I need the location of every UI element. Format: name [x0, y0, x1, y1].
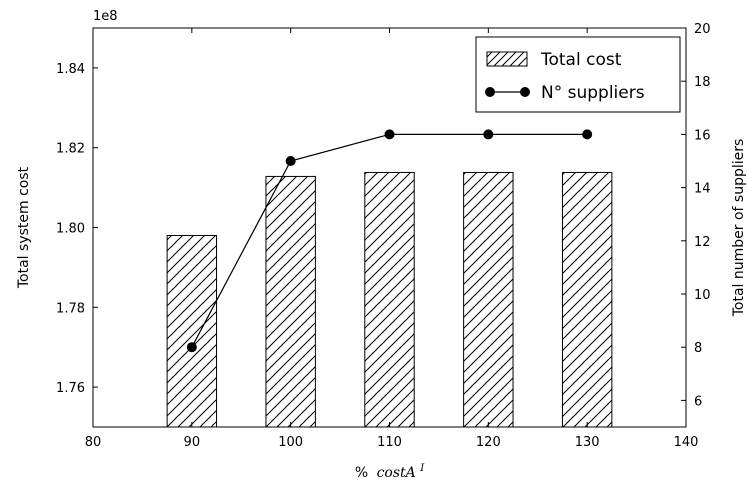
x-axis-title-sup: I	[419, 463, 425, 474]
legend-swatch-total-cost	[486, 51, 528, 67]
y2-tick-label: 18	[694, 75, 711, 90]
y-tick-label: 1.76	[56, 381, 85, 396]
x-axis-title: % costA I	[355, 463, 425, 481]
x-axis-ticks: 80 90 100 110 120 130 140	[85, 28, 699, 450]
bar-total-cost	[463, 171, 514, 428]
bar-total-cost	[166, 234, 218, 428]
x-tick-label: 100	[278, 435, 303, 450]
x-tick-label: 80	[85, 435, 102, 450]
bar-total-cost	[561, 171, 613, 428]
x-tick-label: 140	[674, 435, 699, 450]
legend-label-total-cost: Total cost	[540, 50, 622, 70]
y2-tick-label: 8	[694, 341, 702, 356]
x-tick-label: 110	[377, 435, 402, 450]
y2-tick-label: 12	[694, 235, 711, 250]
x-axis-title-prefix: %	[355, 465, 368, 481]
point-suppliers	[384, 129, 395, 140]
y2-tick-label: 14	[694, 182, 711, 197]
point-suppliers	[186, 342, 197, 353]
y-offset-label: 1e8	[93, 9, 118, 24]
legend-swatch-suppliers-marker	[485, 87, 495, 97]
y2-tick-label: 6	[694, 394, 702, 409]
y-tick-label: 1.84	[56, 62, 85, 77]
legend: Total cost N° suppliers	[475, 36, 681, 113]
line-series-group	[186, 129, 593, 353]
x-tick-label: 130	[575, 435, 600, 450]
point-suppliers	[285, 156, 296, 166]
y2-tick-label: 10	[694, 288, 711, 303]
y-tick-label: 1.78	[56, 301, 85, 316]
point-suppliers	[582, 129, 593, 140]
legend-box	[475, 36, 681, 113]
y2-axis-title: Total number of suppliers	[731, 139, 747, 318]
point-suppliers	[483, 129, 494, 140]
x-axis-title-math: costA	[377, 465, 416, 481]
bar-group	[166, 171, 613, 428]
legend-label-suppliers: N° suppliers	[541, 83, 645, 103]
x-tick-label: 120	[476, 435, 501, 450]
legend-swatch-suppliers-marker	[520, 87, 530, 97]
y-axis-title: Total system cost	[16, 166, 32, 289]
bar-total-cost	[265, 175, 316, 428]
y2-tick-label: 16	[694, 128, 711, 143]
bar-total-cost	[364, 171, 415, 428]
y2-tick-label: 20	[694, 22, 711, 37]
y2-axis-ticks: 6 8 10 12 14 16 18 20	[681, 22, 711, 409]
y-tick-label: 1.82	[56, 142, 85, 157]
y-axis-ticks: 1.76 1.78 1.80 1.82 1.84	[56, 62, 98, 396]
y-tick-label: 1.80	[56, 222, 85, 237]
x-tick-label: 90	[184, 435, 201, 450]
